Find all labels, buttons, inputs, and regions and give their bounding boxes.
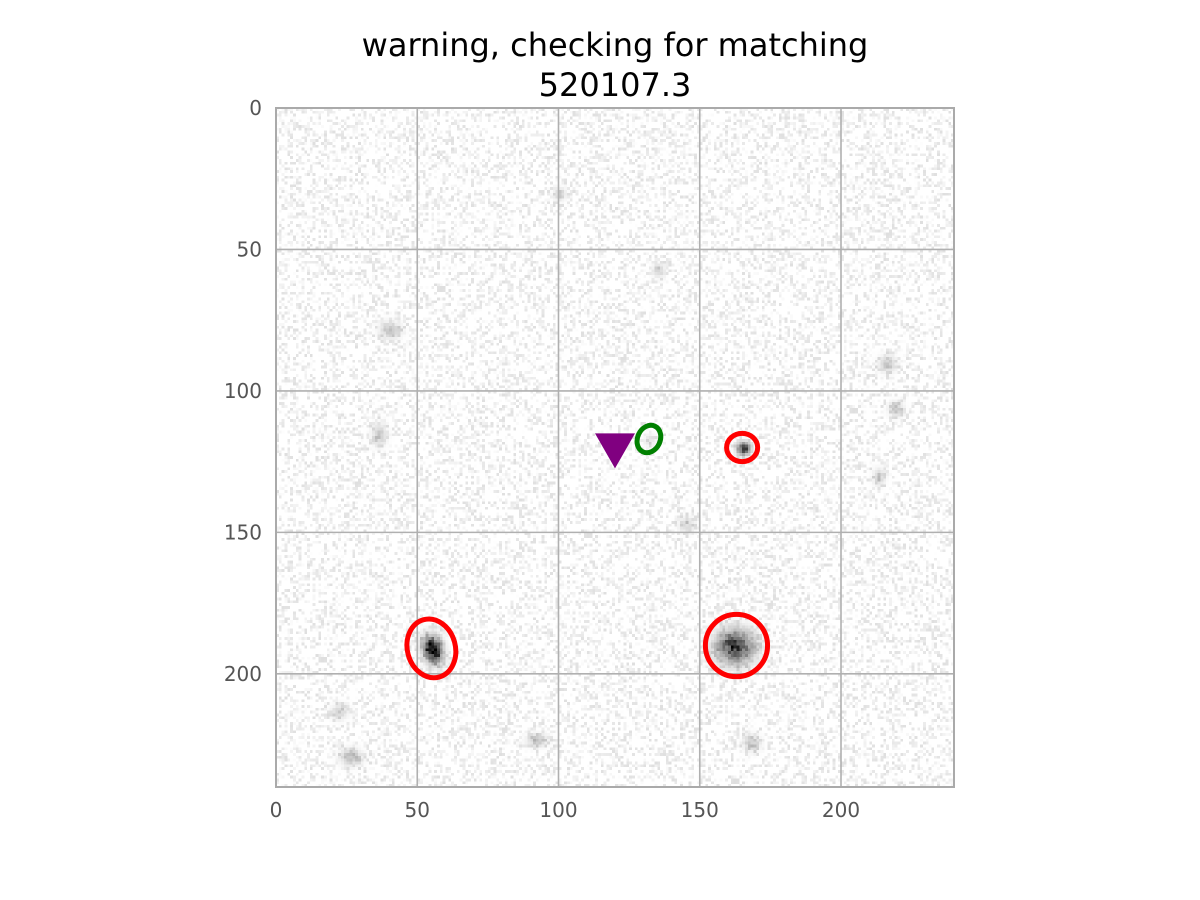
detection-ellipse-2: [702, 611, 771, 680]
image-panel: [275, 107, 955, 788]
target-marker: [595, 433, 635, 469]
y-tick-label: 100: [224, 379, 262, 403]
y-tick-label: 200: [224, 662, 262, 686]
y-axis: 0 50 100 150 200: [224, 96, 262, 686]
match-ellipse: [634, 422, 664, 456]
x-tick-label: 100: [539, 798, 577, 822]
y-tick-label: 0: [249, 96, 262, 120]
chart-title-line-1: warning, checking for matching: [362, 26, 869, 64]
y-tick-label: 50: [237, 237, 262, 261]
axes-frame: [275, 107, 955, 788]
x-tick-label: 50: [405, 798, 430, 822]
detection-ellipse-3: [724, 430, 761, 465]
overlay-markers: [404, 422, 771, 681]
detection-ellipse-1: [404, 616, 459, 681]
x-tick-label: 0: [270, 798, 283, 822]
grid-lines: [276, 108, 954, 787]
x-tick-label: 200: [822, 798, 860, 822]
chart-title: warning, checking for matching 520107.3: [362, 26, 869, 104]
y-tick-label: 150: [224, 520, 262, 544]
x-tick-label: 150: [681, 798, 719, 822]
x-axis: 0 50 100 150 200: [270, 798, 860, 822]
chart-title-line-2: 520107.3: [539, 66, 692, 104]
